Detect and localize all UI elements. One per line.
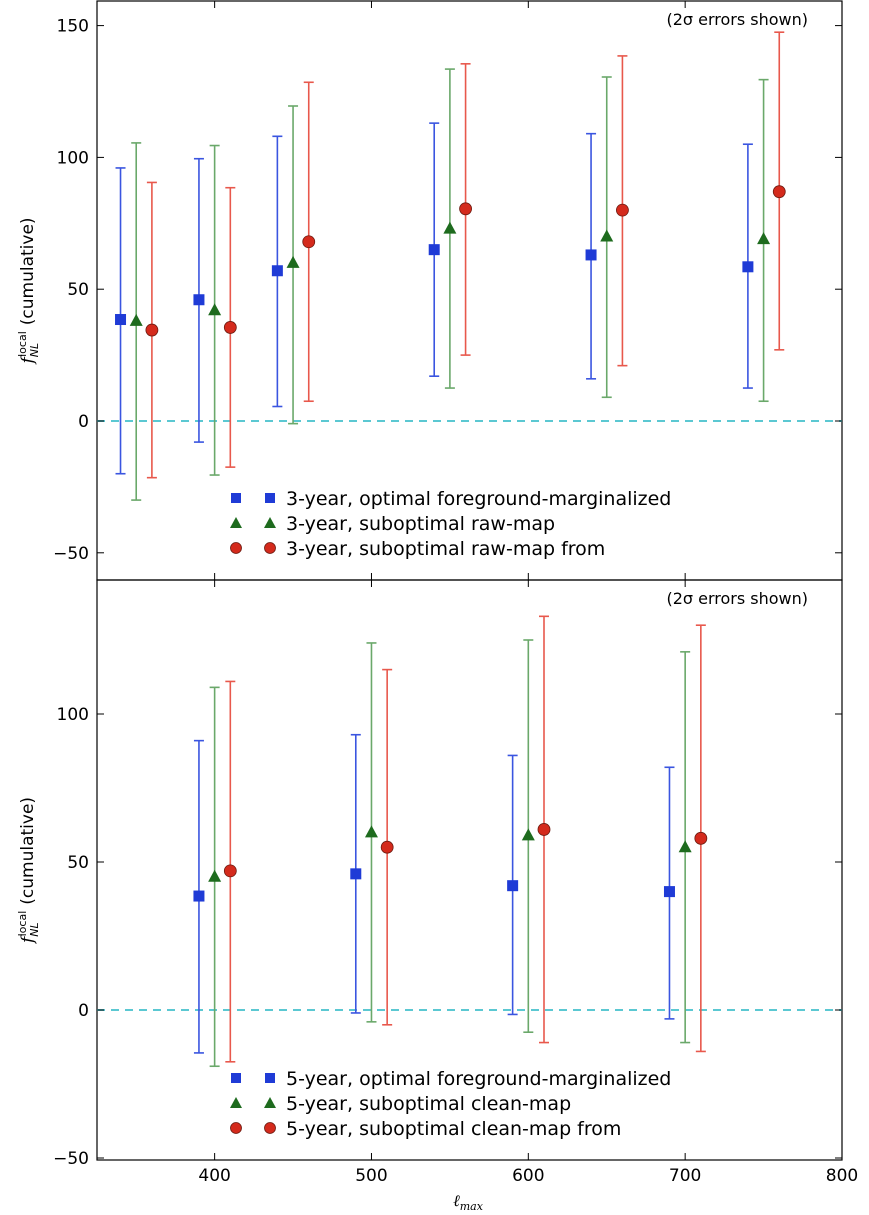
legend-entry-2: 3-year, suboptimal raw-map (230, 513, 555, 535)
legend-marker (231, 1073, 241, 1083)
data-point (537, 823, 551, 836)
data-point (459, 202, 472, 216)
legend-entry-3: 3-year, suboptimal raw-map from (230, 538, 605, 560)
data-point (193, 294, 205, 306)
legend-marker (230, 542, 242, 554)
legend-marker (264, 1097, 276, 1108)
series-2 (129, 68, 771, 501)
errors-note: (2σ errors shown) (666, 10, 808, 29)
series-3 (145, 31, 786, 479)
data-point (271, 265, 283, 277)
data-point (223, 864, 237, 878)
series-1 (115, 122, 754, 475)
series-1 (193, 733, 675, 1054)
y-tick-label: 100 (57, 148, 89, 168)
x-tick-label: 400 (198, 1166, 230, 1186)
series-3 (223, 615, 708, 1063)
legend-label: 5-year, suboptimal clean-map (286, 1093, 571, 1115)
legend-label: 3-year, suboptimal raw-map (286, 513, 555, 535)
data-point (600, 229, 614, 242)
data-point (585, 249, 597, 261)
legend-marker (265, 493, 275, 503)
legend-entry-1: 5-year, optimal foreground-marginalized (231, 1068, 671, 1090)
legend-marker (230, 1097, 242, 1108)
x-tick-label: 500 (355, 1166, 387, 1186)
data-point (428, 244, 440, 256)
x-tick-label: 800 (826, 1166, 858, 1186)
data-point (694, 831, 708, 845)
data-point (145, 323, 159, 337)
legend-label: 3-year, optimal foreground-marginalized (286, 488, 671, 510)
data-point (663, 886, 675, 898)
legend-marker (264, 517, 276, 528)
legend-label: 5-year, suboptimal clean-map from (286, 1118, 621, 1140)
legend-marker (230, 1122, 242, 1134)
chart-panel-1: −50 0 50 100 150 fNLlocal(cumulative) (2σ erro… (16, 0, 843, 581)
legend-marker (231, 493, 241, 503)
legend-entry-2: 5-year, suboptimal clean-map (230, 1093, 571, 1115)
x-axis-label: ℓmax (453, 1191, 484, 1213)
y-axis-label: fNLlocal(cumulative) (16, 797, 41, 945)
y-axis-label: fNLlocal(cumulative) (16, 217, 41, 365)
legend-label: 5-year, optimal foreground-marginalized (286, 1068, 671, 1090)
y-tick-label: 0 (78, 412, 89, 432)
y-tick-label: 100 (57, 705, 89, 725)
data-point (616, 203, 629, 217)
data-point (757, 232, 771, 245)
y-tick-label: 50 (67, 280, 89, 300)
data-point (772, 185, 786, 199)
chart-panel-2: −50 0 50 100 400 500 600 700 800 fNLlocal(cumulat… (16, 579, 858, 1213)
data-point (208, 869, 222, 882)
data-point (302, 235, 316, 249)
x-tick-label: 700 (669, 1166, 701, 1186)
data-point (678, 840, 692, 853)
legend-marker (230, 517, 242, 528)
legend-marker (264, 1122, 276, 1134)
data-point (115, 314, 127, 326)
data-point (193, 890, 205, 902)
y-tick-label: 50 (67, 853, 89, 873)
series-2 (208, 639, 692, 1068)
y-tick-label: −50 (53, 1149, 89, 1169)
y-tick-label: −50 (53, 544, 89, 564)
data-point (380, 840, 394, 854)
y-tick-label: 0 (78, 1001, 89, 1021)
data-point (129, 313, 143, 326)
data-point (350, 868, 362, 880)
data-point (286, 255, 300, 268)
legend-marker (265, 1073, 275, 1083)
axes-frame (96, 579, 843, 1161)
data-point (364, 825, 378, 838)
legend-label: 3-year, suboptimal raw-map from (286, 538, 605, 560)
data-point (742, 261, 754, 273)
legend-entry-1: 3-year, optimal foreground-marginalized (231, 488, 671, 510)
legend-marker (264, 542, 276, 554)
data-point (223, 321, 237, 334)
x-tick-label: 600 (512, 1166, 544, 1186)
errors-note: (2σ errors shown) (666, 589, 808, 608)
y-tick-label: 150 (57, 17, 89, 37)
legend-entry-3: 5-year, suboptimal clean-map from (230, 1118, 621, 1140)
data-point (521, 828, 535, 841)
data-point (507, 880, 519, 892)
data-point (443, 221, 457, 234)
data-point (208, 303, 222, 316)
